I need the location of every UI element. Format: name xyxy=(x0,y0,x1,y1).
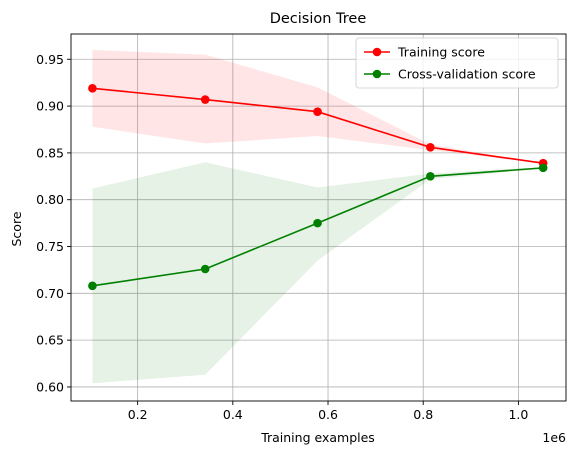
y-tick-label: 0.75 xyxy=(36,239,64,254)
x-tick-label: 0.6 xyxy=(318,407,338,422)
y-tick-label: 0.90 xyxy=(36,99,64,114)
y-tick-label: 0.80 xyxy=(36,192,64,207)
legend-label-cross-validation: Cross-validation score xyxy=(398,67,536,82)
confidence-band-cross-validation xyxy=(92,162,544,384)
legend-box xyxy=(355,37,559,89)
data-point-training xyxy=(200,95,210,104)
y-tick-label: 0.65 xyxy=(36,333,64,348)
legend-marker-training xyxy=(372,47,382,57)
chart-title: Decision Tree xyxy=(270,11,367,27)
x-tick-label: 1.0 xyxy=(508,407,528,422)
x-tick-label: 0.2 xyxy=(128,407,148,422)
data-point-training xyxy=(426,142,435,152)
x-axis-scale-label: 1e6 xyxy=(542,430,566,445)
data-point-cross-validation xyxy=(426,172,435,181)
y-tick-label: 0.95 xyxy=(36,52,64,67)
data-point-training xyxy=(88,84,97,93)
data-point-cross-validation xyxy=(200,264,210,274)
confidence-band-training xyxy=(92,49,544,164)
y-tick-label: 0.85 xyxy=(36,145,64,160)
y-tick-label: 0.60 xyxy=(36,379,64,394)
data-point-training xyxy=(313,107,322,117)
y-axis-label: Score xyxy=(9,211,24,246)
x-tick-label: 0.8 xyxy=(413,407,433,422)
data-point-cross-validation xyxy=(88,281,97,291)
x-tick-label: 0.4 xyxy=(223,407,243,422)
y-tick-label: 0.70 xyxy=(36,286,64,301)
legend-label-training: Training score xyxy=(397,45,485,60)
x-axis-label: Training examples xyxy=(260,430,375,445)
data-point-cross-validation xyxy=(313,218,322,228)
plot-area: 0.2 0.4 0.6 0.8 1.0 0.60 0.65 0.70 0.75 0.80 0.85 0… xyxy=(36,33,567,422)
legend-marker-cross-validation xyxy=(372,69,382,79)
data-point-cross-validation xyxy=(538,163,548,173)
legend: Training score Cross-validation score xyxy=(355,37,559,89)
axes-frame xyxy=(70,33,567,402)
